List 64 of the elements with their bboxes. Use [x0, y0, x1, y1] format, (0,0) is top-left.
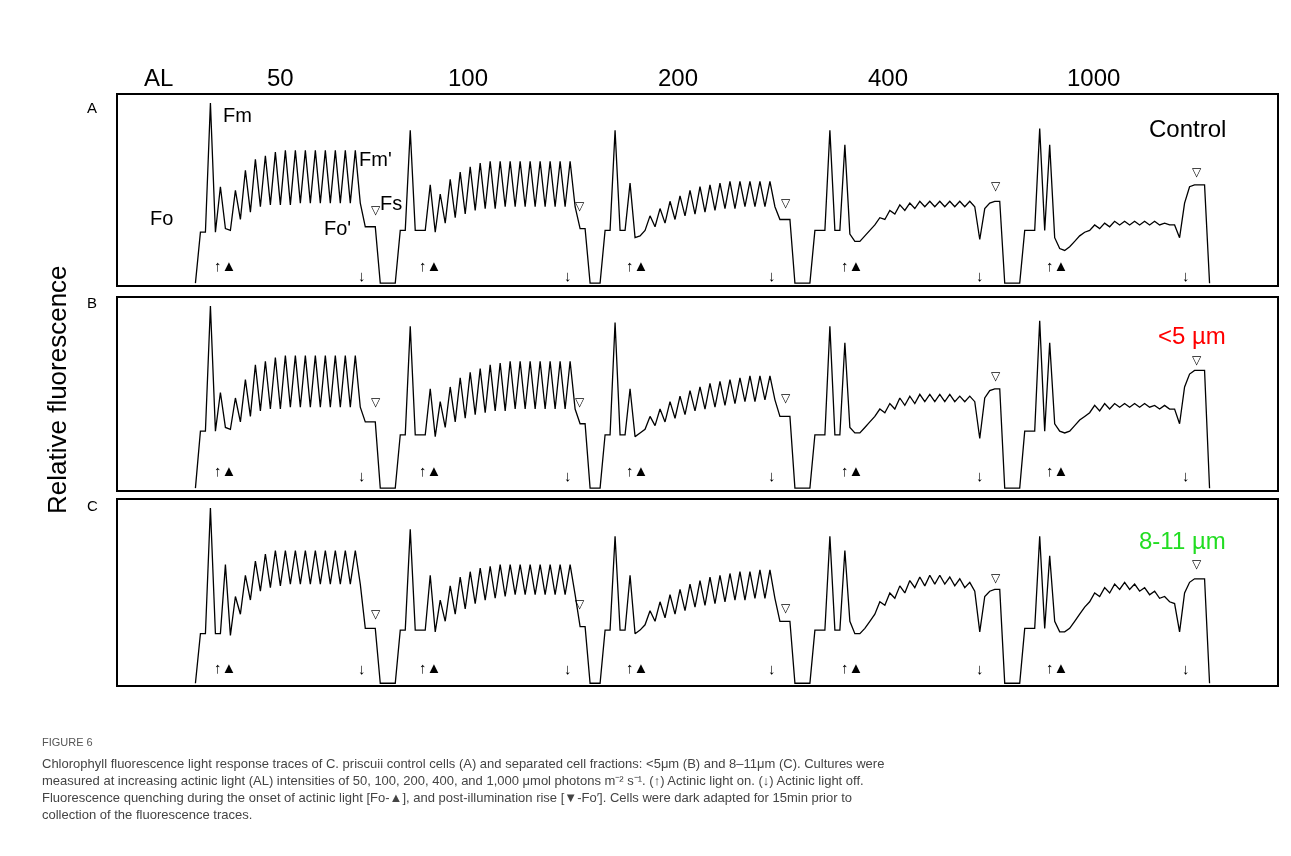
annotation: ↓: [564, 267, 572, 284]
annotation: ▽: [1192, 353, 1202, 367]
annotation: ↑▲: [214, 659, 237, 676]
annotation: Fo: [150, 207, 174, 229]
annotation: ↑▲: [419, 462, 442, 479]
annotation: ↓: [564, 660, 572, 677]
annotation: ↑▲: [841, 257, 864, 274]
annotation: ▽: [781, 391, 791, 405]
annotation: 8-11 µm: [1139, 527, 1226, 554]
annotation: ↓: [768, 267, 776, 284]
text: Chlorophyll fluorescence light response traces of C. priscuii control cells (A) and separated cell fractions: <5μm (B) and 8–11μm (C). Cultures were measured at increasing actinic light (AL) intensities of 50, 100, 200, 400, and 1,000 μmol photons m⁻² s⁻¹. (↑) Actinic light on. (↓) Actinic light off. Fluorescence quenching during the onset of actinic light [Fo-▲], and post-illumination rise [▼-Fo′]. Cells were dark adapted for 15min prior to collection of the fluorescence traces.: [42, 756, 885, 822]
annotation: ↓: [976, 660, 984, 677]
annotation: ▽: [371, 395, 381, 409]
annotation: ▽: [1192, 557, 1202, 571]
annotation: ↑▲: [1046, 659, 1069, 676]
annotation: ↑▲: [214, 257, 237, 274]
annotation: ↑▲: [626, 462, 649, 479]
text: A: [87, 99, 98, 116]
annotation: ▽: [575, 395, 585, 409]
annotation: ↑▲: [626, 659, 649, 676]
annotation: Fs: [380, 192, 403, 214]
annotation: ↑▲: [419, 257, 442, 274]
text: 1000: [1067, 64, 1121, 91]
annotation: ↑▲: [214, 462, 237, 479]
annotation: ↑▲: [1046, 257, 1069, 274]
annotation: Fo': [324, 217, 352, 239]
text: 400: [868, 64, 909, 91]
annotation: ↑▲: [1046, 462, 1069, 479]
annotation: ↓: [768, 660, 776, 677]
annotation: ↓: [1182, 467, 1190, 484]
annotation: ↓: [1182, 660, 1190, 677]
annotation: ↑▲: [841, 659, 864, 676]
annotation: ▽: [781, 196, 791, 210]
annotation: Fm': [359, 148, 392, 170]
annotation: ▽: [1192, 165, 1202, 179]
annotation: ▽: [371, 607, 381, 621]
annotation: ▽: [371, 203, 381, 217]
caption: FIGURE 6: [42, 736, 93, 748]
annotation: ▽: [575, 199, 585, 213]
annotation: ↓: [976, 467, 984, 484]
annotation: ↓: [358, 467, 366, 484]
annotation: ↑▲: [626, 257, 649, 274]
annotation: <5 µm: [1158, 322, 1226, 349]
annotation: ▽: [781, 601, 791, 615]
text: C: [87, 497, 98, 514]
annotation: ↓: [564, 467, 572, 484]
annotation: ↑▲: [419, 659, 442, 676]
annotation: ▽: [991, 179, 1001, 193]
annotation: ↓: [1182, 267, 1190, 284]
text: 200: [658, 64, 699, 91]
annotation: ↓: [976, 267, 984, 284]
annotation: ↓: [768, 467, 776, 484]
annotation: ▽: [991, 369, 1001, 383]
annotation: ↓: [358, 267, 366, 284]
text: B: [87, 294, 98, 311]
annotation: Control: [1149, 115, 1227, 142]
annotation: Fm: [223, 104, 252, 126]
text: 50: [267, 64, 294, 91]
annotation: ↓: [358, 660, 366, 677]
y-axis-title: Relative fluorescence: [42, 265, 72, 514]
annotation: ▽: [991, 571, 1001, 585]
text: AL: [144, 64, 174, 91]
annotation: ↑▲: [841, 462, 864, 479]
text: 100: [448, 64, 489, 91]
